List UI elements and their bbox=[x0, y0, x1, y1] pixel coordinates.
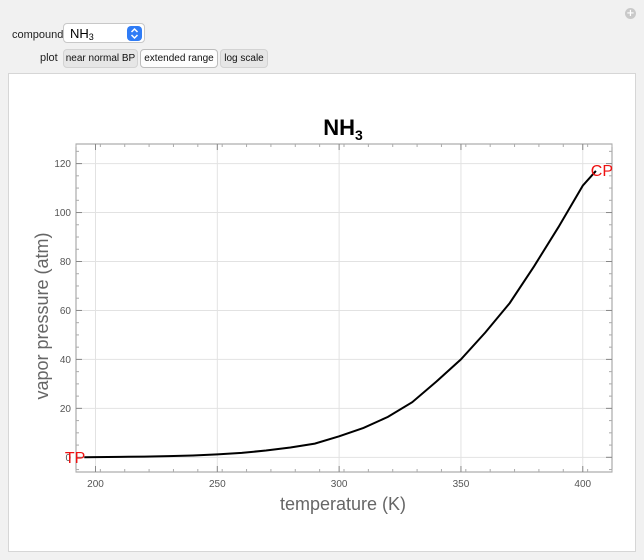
y-axis-label: vapor pressure (atm) bbox=[32, 232, 52, 399]
extended-range-button[interactable]: extended range bbox=[140, 49, 218, 68]
select-arrows-icon bbox=[127, 26, 142, 41]
plot-label: plot bbox=[40, 52, 58, 64]
x-tick-label: 350 bbox=[453, 479, 470, 490]
y-tick-label: 20 bbox=[60, 404, 72, 415]
y-tick-label: 40 bbox=[60, 355, 72, 366]
compound-label: compound bbox=[12, 29, 64, 41]
y-tick-label: 80 bbox=[60, 257, 72, 268]
compound-select[interactable]: NH3 bbox=[63, 23, 145, 43]
compound-select-value: NH3 bbox=[70, 26, 94, 42]
x-tick-label: 200 bbox=[87, 479, 104, 490]
x-tick-label: 400 bbox=[574, 479, 591, 490]
plot-frame bbox=[75, 143, 613, 473]
y-tick-label: 60 bbox=[60, 306, 72, 317]
plot-panel: NH3 200 250 300 350 400 0 20 40 60 80 100 120 TP CP … bbox=[8, 73, 636, 552]
log-scale-button[interactable]: log scale bbox=[220, 49, 268, 68]
x-tick-label: 250 bbox=[209, 479, 226, 490]
x-tick-label: 300 bbox=[331, 479, 348, 490]
chart-title: NH3 bbox=[323, 115, 363, 143]
annotation-tp: TP bbox=[65, 450, 85, 467]
near-normal-bp-button[interactable]: near normal BP bbox=[63, 49, 138, 68]
y-tick-label: 0 bbox=[65, 453, 71, 464]
y-tick-label: 100 bbox=[54, 208, 71, 219]
annotation-cp: CP bbox=[591, 163, 613, 180]
vapor-pressure-curve bbox=[84, 170, 597, 459]
y-tick-label: 120 bbox=[54, 159, 71, 170]
plus-icon[interactable]: + bbox=[625, 8, 636, 19]
x-axis-label: temperature (K) bbox=[280, 494, 406, 514]
